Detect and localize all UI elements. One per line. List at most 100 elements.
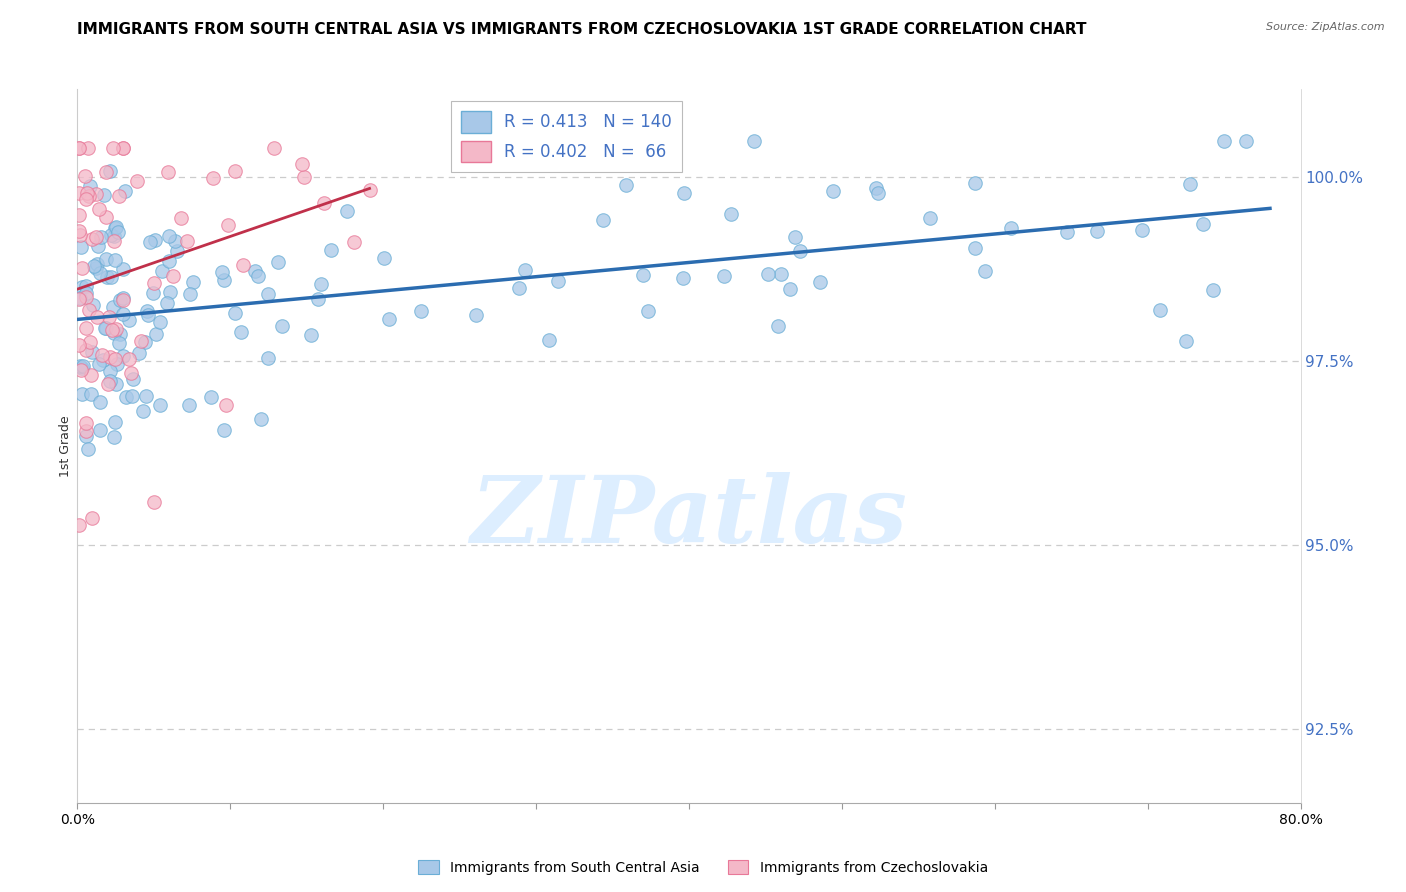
Point [105, 357, 128, 371]
Point [77, 302, 100, 317]
Point [101, 301, 124, 315]
Point [768, 319, 790, 334]
Point [307, 292, 329, 306]
Point [257, 286, 280, 301]
Point [70, 387, 93, 401]
Point [142, 285, 165, 300]
Point [134, 334, 156, 349]
Point [179, 287, 201, 301]
Point [1149, 303, 1171, 318]
Point [963, 241, 986, 255]
Point [973, 264, 995, 278]
Point [94, 252, 117, 266]
Point [373, 252, 395, 266]
Point [75, 424, 97, 438]
Point [104, 415, 127, 429]
Point [83, 259, 105, 273]
Point [69, 291, 91, 305]
Point [111, 291, 134, 305]
Point [84, 230, 107, 244]
Point [149, 398, 172, 412]
Point [157, 254, 180, 268]
Point [631, 268, 654, 282]
Point [299, 327, 322, 342]
Point [181, 275, 204, 289]
Point [176, 234, 198, 248]
Point [79, 189, 101, 203]
Point [513, 263, 536, 277]
Point [103, 228, 125, 243]
Point [98, 164, 121, 178]
Point [108, 189, 131, 203]
Point [75, 320, 97, 334]
Point [89, 357, 111, 371]
Point [1191, 217, 1213, 231]
Point [77, 141, 100, 155]
Point [965, 176, 987, 190]
Point [163, 234, 186, 248]
Point [107, 335, 129, 350]
Point [201, 171, 224, 186]
Point [97, 376, 120, 391]
Point [91, 353, 114, 368]
Point [75, 428, 97, 442]
Y-axis label: 1st Grade: 1st Grade [59, 415, 72, 477]
Point [75, 193, 97, 207]
Point [98, 364, 121, 378]
Point [125, 174, 148, 188]
Point [75, 290, 97, 304]
Point [70, 280, 93, 294]
Point [84, 186, 107, 201]
Point [214, 273, 236, 287]
Point [86, 310, 108, 324]
Point [111, 141, 134, 155]
Point [169, 211, 191, 225]
Point [720, 207, 742, 221]
Point [409, 304, 432, 318]
Point [100, 227, 122, 242]
Point [672, 186, 695, 201]
Point [70, 260, 93, 275]
Point [132, 403, 155, 417]
Point [145, 326, 167, 341]
Point [779, 282, 801, 296]
Point [918, 211, 941, 225]
Point [263, 141, 285, 155]
Point [129, 334, 152, 348]
Point [90, 348, 112, 362]
Point [808, 275, 831, 289]
Point [769, 267, 792, 281]
Point [211, 265, 233, 279]
Point [118, 313, 141, 327]
Point [537, 333, 560, 347]
Point [89, 423, 111, 437]
Point [865, 181, 887, 195]
Point [93, 187, 115, 202]
Point [96, 269, 118, 284]
Point [232, 258, 254, 272]
Point [143, 495, 166, 509]
Point [111, 307, 134, 321]
Point [107, 225, 129, 239]
Point [80, 368, 103, 383]
Point [177, 398, 200, 412]
Point [114, 184, 136, 198]
Point [292, 170, 315, 185]
Point [69, 359, 91, 374]
Point [149, 315, 172, 329]
Point [77, 442, 100, 456]
Point [112, 141, 135, 155]
Point [67, 141, 90, 155]
Point [215, 398, 238, 412]
Point [742, 134, 765, 148]
Legend: Immigrants from South Central Asia, Immigrants from Czechoslovakia: Immigrants from South Central Asia, Immi… [413, 855, 993, 880]
Point [1234, 134, 1257, 148]
Point [101, 141, 124, 155]
Point [105, 322, 128, 336]
Point [592, 212, 614, 227]
Point [70, 361, 93, 376]
Point [80, 387, 103, 401]
Point [785, 229, 807, 244]
Point [86, 260, 108, 275]
Point [311, 277, 333, 291]
